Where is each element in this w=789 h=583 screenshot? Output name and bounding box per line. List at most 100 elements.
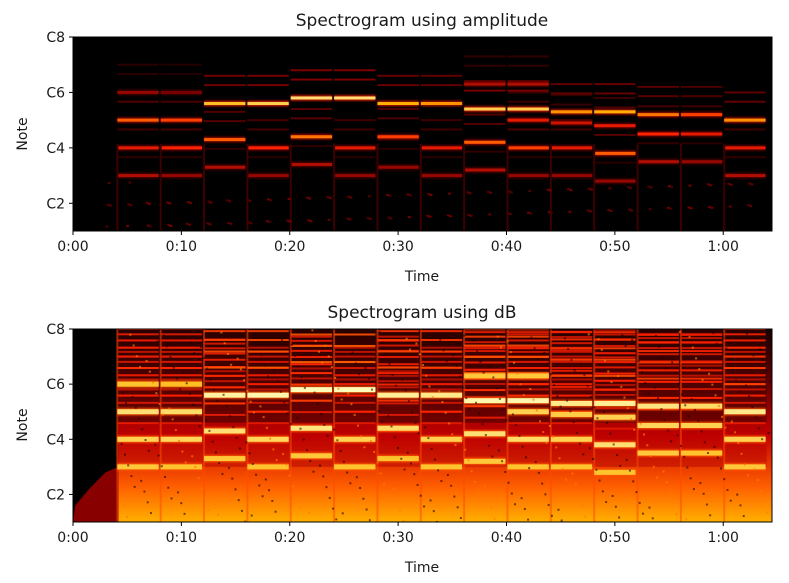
amplitude-noise: [628, 186, 632, 189]
db-speckle: [634, 349, 637, 352]
db-speckle: [316, 402, 319, 405]
db-speckle: [708, 372, 711, 375]
amplitude-note-bar: [247, 174, 289, 178]
db-speckle: [148, 370, 151, 373]
amplitude-harmonic: [507, 55, 549, 58]
db-harmonic: [290, 411, 333, 414]
db-speckle: [612, 443, 615, 446]
db-speckle: [529, 388, 532, 391]
db-harmonic: [290, 372, 333, 375]
db-speckle: [342, 460, 345, 463]
db-speckle: [240, 509, 243, 512]
db-harmonic: [680, 350, 723, 353]
amplitude-note-bar: [377, 165, 419, 169]
db-harmonic: [637, 380, 679, 383]
amplitude-noise: [226, 221, 230, 224]
amplitude-noise: [129, 204, 133, 207]
db-speckle: [672, 502, 675, 505]
db-harmonic: [594, 329, 636, 331]
db-harmonic: [680, 360, 723, 363]
db-speckle: [463, 334, 466, 337]
amplitude-noise: [346, 217, 350, 220]
db-harmonic: [117, 367, 159, 370]
db-speckle: [188, 392, 191, 395]
db-harmonic: [204, 386, 246, 389]
db-speckle: [507, 481, 510, 484]
db-speckle: [252, 411, 255, 414]
db-harmonic: [507, 333, 549, 336]
db-harmonic: [724, 350, 766, 353]
amplitude-note-bar: [290, 162, 333, 166]
amplitude-onset: [376, 143, 379, 231]
db-speckle: [620, 385, 623, 388]
amplitude-noise: [427, 193, 431, 196]
amplitude-noise: [108, 204, 112, 207]
db-speckle: [706, 451, 709, 454]
db-x-tick-label: 0:40: [491, 530, 522, 546]
db-segment-mid: [419, 422, 464, 467]
db-harmonic: [594, 361, 636, 364]
db-speckle: [729, 499, 732, 502]
db-harmonic: [377, 380, 419, 383]
db-note-bar: [464, 431, 506, 437]
db-harmonic: [724, 378, 766, 381]
db-speckle: [767, 432, 770, 435]
db-harmonic: [464, 389, 506, 392]
db-harmonic: [637, 350, 679, 353]
db-harmonic: [724, 360, 766, 363]
db-onset-line: [246, 329, 249, 522]
db-harmonic: [680, 361, 723, 364]
db-harmonic: [594, 374, 636, 377]
db-speckle: [653, 386, 656, 389]
db-harmonic: [117, 350, 159, 353]
db-harmonic: [637, 388, 679, 391]
db-note-bar: [290, 387, 333, 393]
db-speckle: [587, 333, 590, 336]
db-speckle: [476, 350, 479, 353]
db-speckle: [209, 378, 212, 381]
db-speckle: [377, 410, 380, 413]
amplitude-harmonic: [724, 91, 766, 94]
amplitude-noise: [648, 208, 652, 211]
db-speckle: [276, 380, 279, 383]
db-harmonic: [594, 333, 636, 336]
db-speckle: [657, 397, 660, 400]
db-speckle: [698, 368, 701, 371]
db-x-label: Time: [404, 560, 439, 576]
amplitude-onset: [159, 143, 162, 231]
db-speckle: [365, 508, 368, 511]
db-harmonic: [420, 350, 463, 353]
amplitude-note-bar: [594, 179, 636, 183]
db-speckle: [418, 353, 421, 356]
amplitude-note-bar: [160, 118, 203, 122]
db-speckle: [310, 380, 313, 383]
db-speckle: [640, 371, 643, 374]
amplitude-noise: [146, 224, 150, 227]
db-harmonic: [637, 364, 679, 367]
db-speckle: [598, 479, 601, 482]
db-harmonic: [117, 339, 159, 342]
db-speckle: [393, 436, 396, 439]
amplitude-noise: [249, 222, 253, 225]
db-speckle: [738, 390, 741, 393]
db-speckle: [436, 520, 439, 522]
db-speckle: [177, 491, 180, 494]
amplitude-note-bar: [204, 102, 246, 106]
amplitude-note-bar: [724, 146, 766, 150]
db-harmonic: [550, 331, 593, 334]
db-speckle: [160, 465, 163, 468]
db-harmonic: [247, 378, 289, 381]
amplitude-noise: [708, 205, 712, 208]
amplitude-noise: [749, 205, 753, 208]
amplitude-noise: [609, 209, 613, 212]
db-speckle: [258, 484, 261, 487]
amplitude-harmonic: [464, 80, 506, 83]
db-speckle: [333, 428, 336, 431]
db-note-bar: [204, 392, 246, 398]
amplitude-noise: [449, 215, 453, 218]
db-speckle: [766, 511, 769, 514]
db-speckle: [153, 329, 156, 332]
db-segment-mid: [116, 422, 160, 467]
db-speckle: [630, 418, 633, 421]
db-harmonic: [594, 352, 636, 355]
